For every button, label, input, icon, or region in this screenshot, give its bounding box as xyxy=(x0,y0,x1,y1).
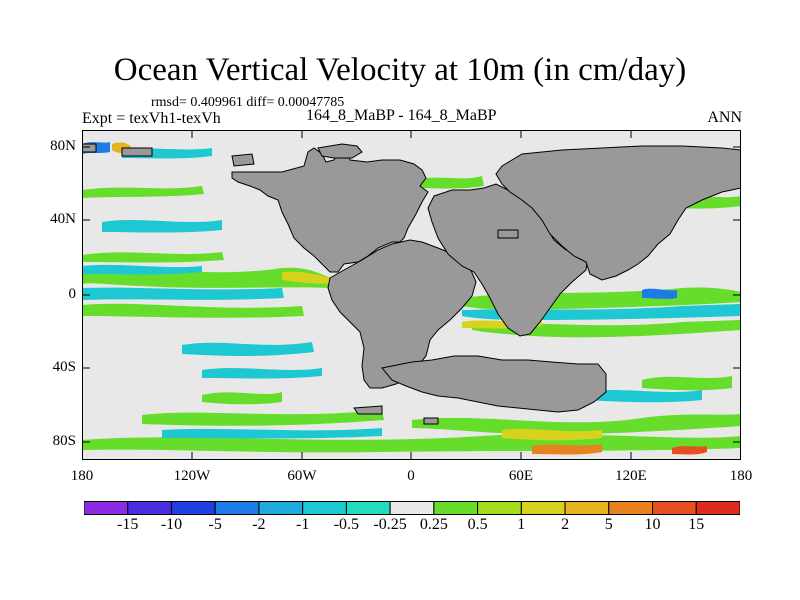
colorbar-box xyxy=(389,501,435,515)
colorbar-box xyxy=(127,501,172,515)
contour-band xyxy=(502,428,602,441)
land-small-island xyxy=(231,153,255,167)
land-small-island xyxy=(82,143,97,153)
contour-band xyxy=(412,414,741,435)
contour-band xyxy=(82,264,202,275)
land-masses xyxy=(82,143,741,425)
contour-band xyxy=(82,303,304,318)
colorbar-label: -1 xyxy=(296,516,310,533)
velocity-contours xyxy=(82,142,741,455)
contour-band xyxy=(202,368,322,379)
lat-label: 80S xyxy=(52,433,76,449)
land-antarctica xyxy=(381,355,607,413)
tick-marks xyxy=(82,130,741,460)
contour-band xyxy=(82,252,224,263)
colorbar-box xyxy=(652,501,697,515)
contour-band xyxy=(82,287,284,300)
lon-label: 180 xyxy=(729,468,753,484)
contour-band xyxy=(82,186,204,198)
colorbar-box xyxy=(170,501,216,515)
land-eurasia xyxy=(495,145,741,281)
contour-band xyxy=(412,176,484,189)
colorbar-label: -2 xyxy=(252,516,266,533)
colorbar-box xyxy=(345,501,391,515)
contour-band xyxy=(142,410,384,426)
colorbar-label: 1 xyxy=(517,516,526,533)
colorbar xyxy=(84,501,740,515)
colorbar-label: 5 xyxy=(604,516,613,533)
lon-label: 60W xyxy=(287,468,317,484)
colorbar-box xyxy=(564,501,610,515)
colorbar-box xyxy=(84,501,129,515)
colorbar-box xyxy=(520,501,566,515)
lat-label: 80N xyxy=(50,138,76,154)
colorbar-box xyxy=(608,501,654,515)
land-small-island xyxy=(353,405,383,415)
lon-label: 120E xyxy=(615,468,647,484)
colorbar-label: -15 xyxy=(117,516,139,533)
contour-band xyxy=(202,392,282,405)
colorbar-box xyxy=(258,501,304,515)
land-small-island xyxy=(121,147,153,157)
land-small-island xyxy=(423,417,439,425)
colorbar-label: 15 xyxy=(688,516,705,533)
colorbar-label: -0.5 xyxy=(333,516,360,533)
contour-band xyxy=(642,288,677,299)
contour-band xyxy=(582,390,702,403)
colorbar-label: 0.5 xyxy=(467,516,488,533)
contour-band xyxy=(532,444,602,455)
colorbar-box xyxy=(302,501,347,515)
land-south-america xyxy=(327,239,477,389)
lon-label: 0 xyxy=(407,468,415,484)
contour-band xyxy=(282,271,332,284)
lat-label: 0 xyxy=(68,286,77,302)
case-label: 164_8_MaBP - 164_8_MaBP xyxy=(306,107,497,124)
stats-text: rmsd= 0.409961 diff= 0.00047785 xyxy=(151,95,345,110)
lat-label: 40S xyxy=(52,359,76,375)
contour-band xyxy=(642,376,732,391)
plot-title: Ocean Vertical Velocity at 10m (in cm/da… xyxy=(113,52,687,88)
lon-label: 120W xyxy=(173,468,211,484)
colorbar-label: -0.25 xyxy=(373,516,407,533)
contour-band xyxy=(672,446,707,455)
season-label: ANN xyxy=(707,109,742,126)
lon-label: 60E xyxy=(508,468,534,484)
colorbar-label: 2 xyxy=(561,516,570,533)
lat-label: 40N xyxy=(50,211,76,227)
colorbar-box xyxy=(477,501,522,515)
land-greenland xyxy=(317,143,363,159)
colorbar-label: 0.25 xyxy=(419,516,448,533)
colorbar-box xyxy=(214,501,260,515)
lon-label: 180 xyxy=(70,468,94,484)
experiment-label: Expt = texVh1-texVh xyxy=(82,110,221,127)
contour-band xyxy=(102,220,222,233)
contour-band xyxy=(182,342,314,356)
map-panel xyxy=(82,130,741,460)
colorbar-label: -10 xyxy=(160,516,183,533)
contour-band xyxy=(162,428,382,439)
land-small-island xyxy=(497,229,519,239)
colorbar-label: -5 xyxy=(208,516,222,533)
colorbar-box xyxy=(433,501,479,515)
colorbar-label: 10 xyxy=(644,516,661,533)
colorbar-box xyxy=(695,501,740,515)
